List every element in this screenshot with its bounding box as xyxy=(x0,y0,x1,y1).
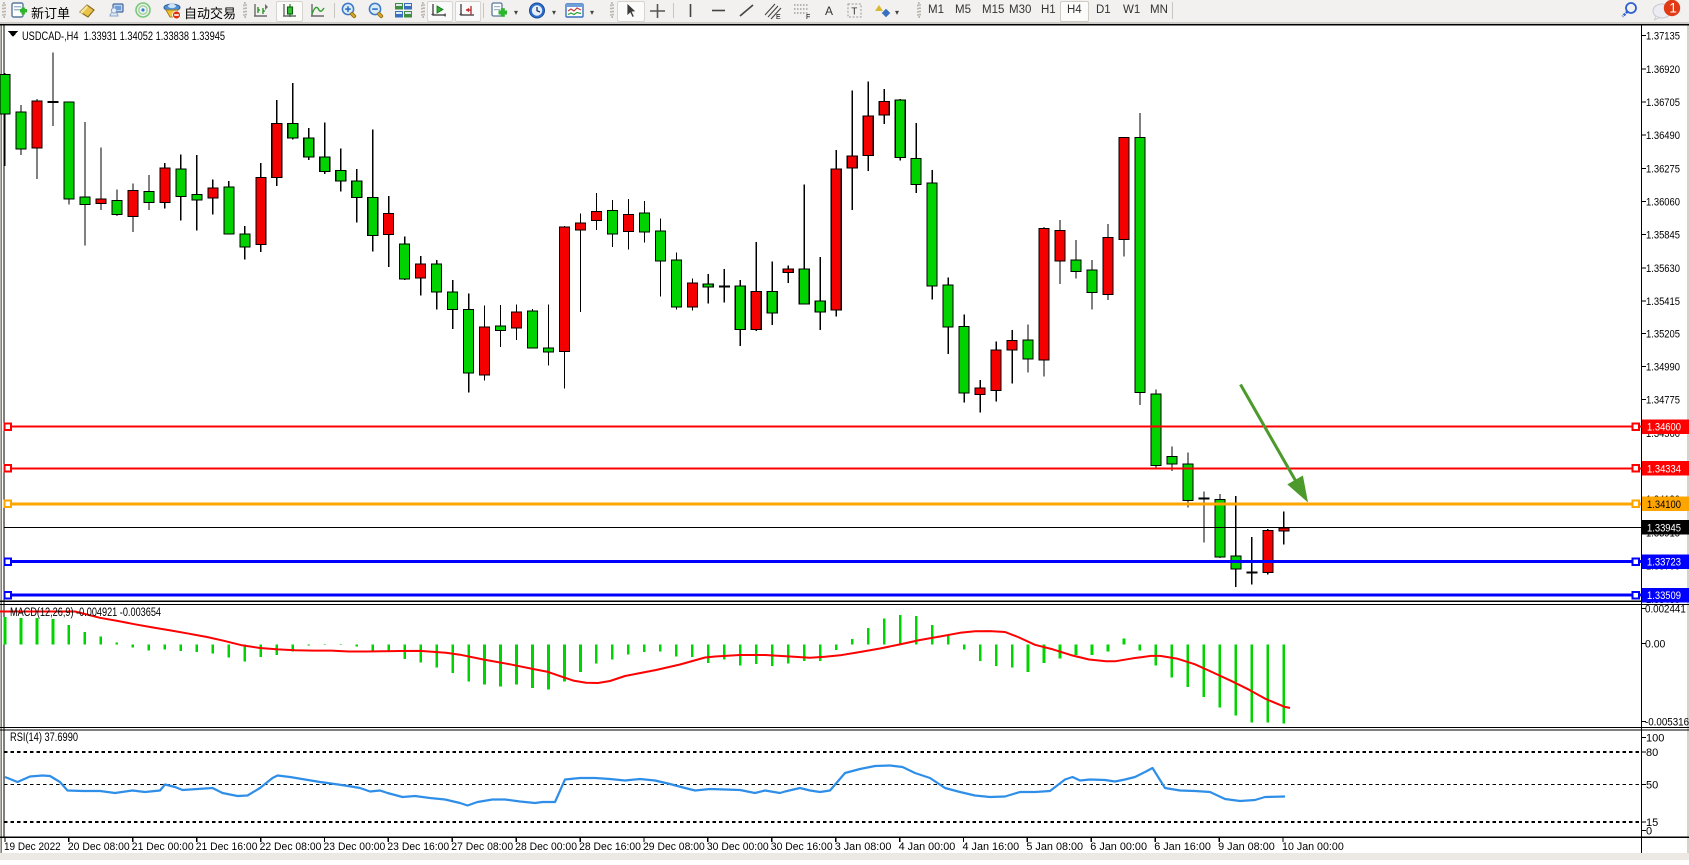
svg-text:21 Dec 16:00: 21 Dec 16:00 xyxy=(196,841,258,853)
svg-text:1.33509: 1.33509 xyxy=(1647,590,1681,602)
svg-text:1.35845: 1.35845 xyxy=(1646,230,1680,242)
svg-text:1.36275: 1.36275 xyxy=(1646,163,1680,175)
svg-text:1.34775: 1.34775 xyxy=(1646,395,1680,407)
svg-text:29 Dec 08:00: 29 Dec 08:00 xyxy=(643,841,705,853)
svg-text:50: 50 xyxy=(1646,780,1658,792)
svg-text:15: 15 xyxy=(1646,817,1658,829)
svg-text:E: E xyxy=(776,14,781,20)
svg-text:22 Dec 08:00: 22 Dec 08:00 xyxy=(260,841,322,853)
svg-text:1.35630: 1.35630 xyxy=(1646,263,1680,275)
svg-text:1.33945: 1.33945 xyxy=(1647,522,1681,534)
svg-text:4 Jan 00:00: 4 Jan 00:00 xyxy=(899,841,956,853)
svg-text:23 Dec 00:00: 23 Dec 00:00 xyxy=(324,841,386,853)
svg-text:6 Jan 16:00: 6 Jan 16:00 xyxy=(1154,841,1211,853)
svg-text:23 Dec 16:00: 23 Dec 16:00 xyxy=(387,841,449,853)
svg-text:1: 1 xyxy=(1669,1,1677,16)
svg-text:1.36060: 1.36060 xyxy=(1646,197,1680,209)
svg-text:10 Jan 00:00: 10 Jan 00:00 xyxy=(1282,841,1344,853)
svg-text:30 Dec 00:00: 30 Dec 00:00 xyxy=(707,841,769,853)
svg-text:MACD(12,26,9) -0.004921 -0.003: MACD(12,26,9) -0.004921 -0.003654 xyxy=(10,607,161,619)
svg-text:21 Dec 00:00: 21 Dec 00:00 xyxy=(132,841,194,853)
svg-text:RSI(14) 37.6990: RSI(14) 37.6990 xyxy=(10,732,78,744)
svg-text:1.36920: 1.36920 xyxy=(1646,64,1680,76)
svg-text:6 Jan 00:00: 6 Jan 00:00 xyxy=(1090,841,1147,853)
svg-text:27 Dec 08:00: 27 Dec 08:00 xyxy=(451,841,513,853)
svg-text:9 Jan 08:00: 9 Jan 08:00 xyxy=(1218,841,1275,853)
svg-text:T: T xyxy=(851,7,857,18)
svg-text:20 Dec 08:00: 20 Dec 08:00 xyxy=(68,841,130,853)
svg-text:1.34990: 1.34990 xyxy=(1646,362,1680,374)
svg-text:1.35415: 1.35415 xyxy=(1646,296,1680,308)
svg-text:28 Dec 16:00: 28 Dec 16:00 xyxy=(579,841,641,853)
svg-text:4 Jan 16:00: 4 Jan 16:00 xyxy=(963,841,1020,853)
svg-text:-0.005316: -0.005316 xyxy=(1645,717,1689,729)
svg-text:30 Dec 16:00: 30 Dec 16:00 xyxy=(771,841,833,853)
svg-text:1.34334: 1.34334 xyxy=(1647,463,1681,475)
svg-text:1.36705: 1.36705 xyxy=(1646,97,1680,109)
svg-text:USDCAD-,H4 1.33931 1.34052 1.: USDCAD-,H4 1.33931 1.34052 1.33838 1.339… xyxy=(22,29,225,43)
svg-text:3 Jan 08:00: 3 Jan 08:00 xyxy=(835,841,892,853)
svg-text:1.34600: 1.34600 xyxy=(1647,422,1681,434)
svg-text:0.00: 0.00 xyxy=(1645,639,1665,651)
svg-text:80: 80 xyxy=(1646,747,1658,759)
svg-text:28 Dec 00:00: 28 Dec 00:00 xyxy=(515,841,577,853)
svg-text:F: F xyxy=(806,14,810,20)
svg-text:1.36490: 1.36490 xyxy=(1646,130,1680,142)
svg-text:0: 0 xyxy=(1646,826,1652,838)
svg-text:1.34100: 1.34100 xyxy=(1647,499,1681,511)
svg-text:1.35205: 1.35205 xyxy=(1646,328,1680,340)
svg-text:1.33723: 1.33723 xyxy=(1647,557,1681,569)
svg-text:1.37135: 1.37135 xyxy=(1646,31,1680,43)
svg-text:19 Dec 2022: 19 Dec 2022 xyxy=(4,841,61,853)
svg-text:0.002441: 0.002441 xyxy=(1645,604,1686,616)
svg-text:5 Jan 08:00: 5 Jan 08:00 xyxy=(1026,841,1083,853)
svg-text:100: 100 xyxy=(1646,733,1664,745)
